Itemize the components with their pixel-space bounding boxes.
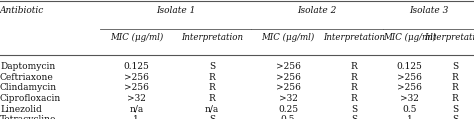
Text: 1: 1 — [407, 115, 412, 119]
Text: R: R — [452, 83, 458, 92]
Text: MIC (μg/ml): MIC (μg/ml) — [109, 33, 163, 42]
Text: 0.125: 0.125 — [123, 62, 149, 71]
Text: >256: >256 — [275, 62, 301, 71]
Text: >256: >256 — [275, 73, 301, 82]
Text: >256: >256 — [397, 83, 422, 92]
Text: 0.5: 0.5 — [281, 115, 295, 119]
Text: >256: >256 — [275, 83, 301, 92]
Text: Ciprofloxacin: Ciprofloxacin — [0, 94, 61, 103]
Text: Interpretation: Interpretation — [424, 33, 474, 42]
Text: Linezolid: Linezolid — [0, 105, 42, 114]
Text: S: S — [209, 115, 215, 119]
Text: R: R — [350, 73, 357, 82]
Text: n/a: n/a — [205, 105, 219, 114]
Text: Interpretation: Interpretation — [323, 33, 385, 42]
Text: >32: >32 — [400, 94, 419, 103]
Text: >32: >32 — [279, 94, 297, 103]
Text: Clindamycin: Clindamycin — [0, 83, 57, 92]
Text: MIC (μg/ml): MIC (μg/ml) — [383, 33, 436, 42]
Text: R: R — [350, 62, 357, 71]
Text: R: R — [209, 94, 216, 103]
Text: R: R — [452, 73, 458, 82]
Text: >256: >256 — [124, 83, 149, 92]
Text: Ceftriaxone: Ceftriaxone — [0, 73, 54, 82]
Text: Antibiotic: Antibiotic — [0, 6, 44, 15]
Text: S: S — [351, 105, 357, 114]
Text: R: R — [209, 73, 216, 82]
Text: R: R — [350, 83, 357, 92]
Text: Interpretation: Interpretation — [181, 33, 243, 42]
Text: S: S — [452, 62, 458, 71]
Text: S: S — [351, 115, 357, 119]
Text: R: R — [209, 83, 216, 92]
Text: Isolate 3: Isolate 3 — [409, 6, 448, 15]
Text: R: R — [452, 94, 458, 103]
Text: 0.125: 0.125 — [397, 62, 422, 71]
Text: S: S — [452, 115, 458, 119]
Text: >256: >256 — [397, 73, 422, 82]
Text: 0.5: 0.5 — [402, 105, 417, 114]
Text: S: S — [209, 62, 215, 71]
Text: Tetracycline: Tetracycline — [0, 115, 56, 119]
Text: >32: >32 — [127, 94, 146, 103]
Text: 1: 1 — [133, 115, 139, 119]
Text: >256: >256 — [124, 73, 149, 82]
Text: n/a: n/a — [129, 105, 144, 114]
Text: 0.25: 0.25 — [278, 105, 298, 114]
Text: MIC (μg/ml): MIC (μg/ml) — [261, 33, 315, 42]
Text: R: R — [350, 94, 357, 103]
Text: Isolate 2: Isolate 2 — [297, 6, 337, 15]
Text: S: S — [452, 105, 458, 114]
Text: Daptomycin: Daptomycin — [0, 62, 55, 71]
Text: Isolate 1: Isolate 1 — [155, 6, 195, 15]
